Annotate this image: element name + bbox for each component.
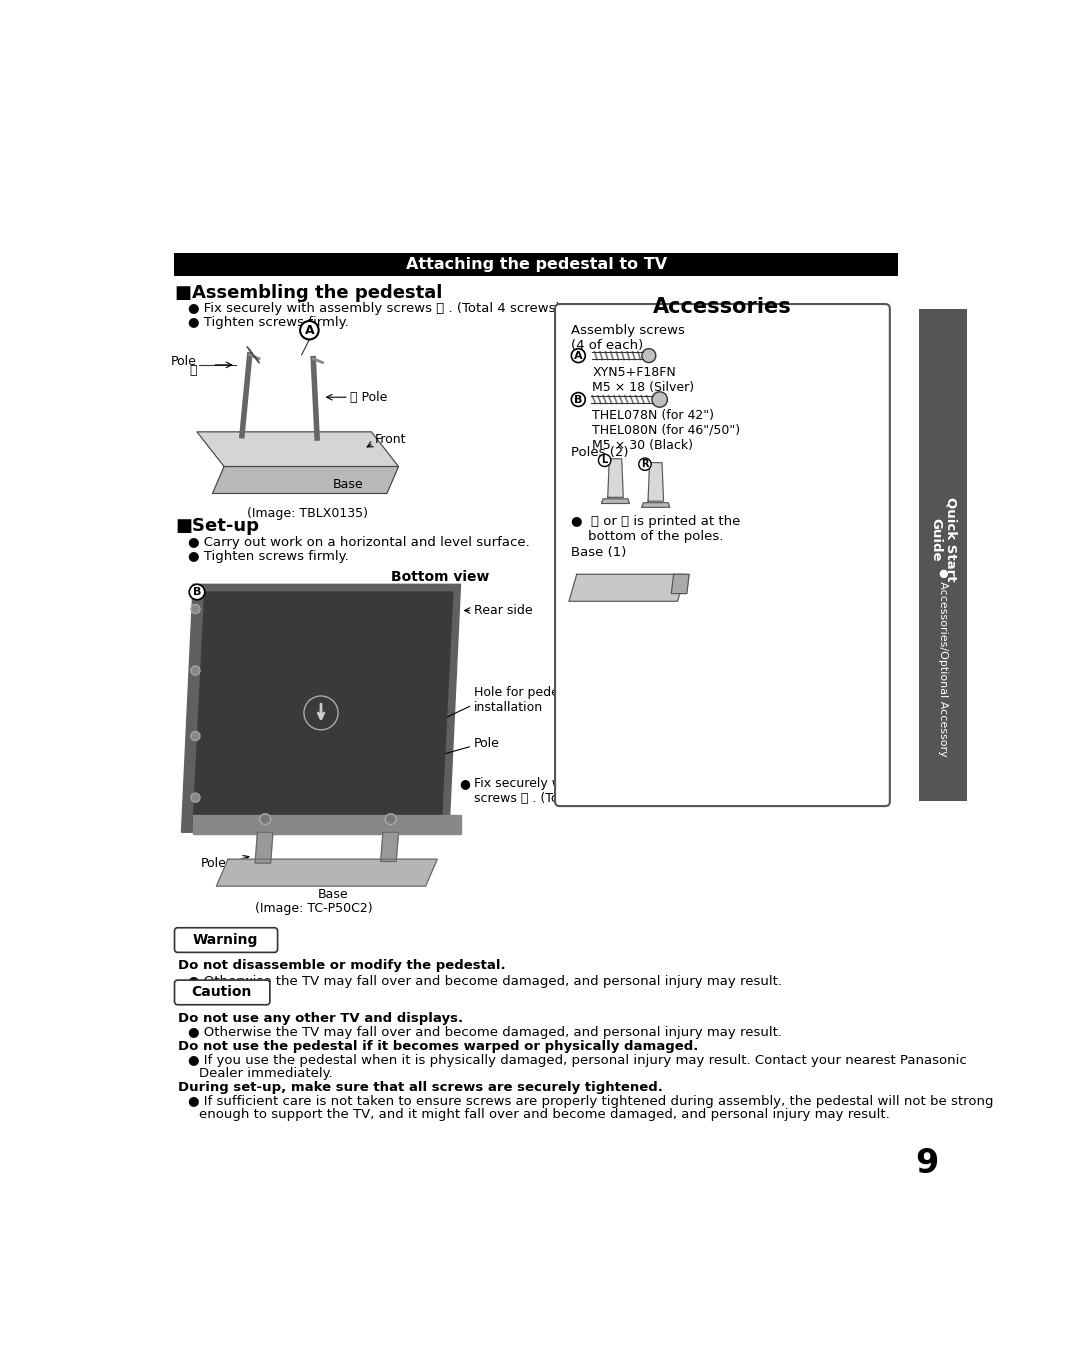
Text: Dealer immediately.: Dealer immediately. [200, 1068, 333, 1080]
Circle shape [571, 349, 585, 363]
Polygon shape [648, 463, 663, 501]
Text: Attaching the pedestal to TV: Attaching the pedestal to TV [406, 257, 667, 272]
Text: Ⓛ Pole: Ⓛ Pole [350, 391, 388, 403]
Text: A: A [305, 323, 314, 337]
Circle shape [652, 392, 667, 407]
FancyBboxPatch shape [175, 980, 270, 1005]
Circle shape [638, 459, 651, 471]
Polygon shape [380, 832, 399, 862]
Circle shape [300, 321, 319, 340]
Text: Poles (2): Poles (2) [570, 445, 629, 459]
Polygon shape [569, 574, 685, 601]
Text: ● Accessories/Optional Accessory: ● Accessories/Optional Accessory [939, 568, 948, 758]
Circle shape [191, 666, 200, 675]
FancyBboxPatch shape [174, 253, 899, 276]
Text: ● Fix securely with assembly screws Ⓐ . (Total 4 screws): ● Fix securely with assembly screws Ⓐ . … [188, 303, 561, 315]
Polygon shape [181, 584, 460, 832]
Text: ● If you use the pedestal when it is physically damaged, personal injury may res: ● If you use the pedestal when it is phy… [188, 1054, 967, 1068]
Text: THEL078N (for 42")
THEL080N (for 46"/50")
M5 × 30 (Black): THEL078N (for 42") THEL080N (for 46"/50"… [592, 409, 741, 452]
Text: ● If sufficient care is not taken to ensure screws are properly tightened during: ● If sufficient care is not taken to ens… [188, 1095, 994, 1108]
Polygon shape [602, 499, 630, 503]
Text: ● Carry out work on a horizontal and level surface.: ● Carry out work on a horizontal and lev… [188, 536, 529, 549]
FancyBboxPatch shape [555, 304, 890, 806]
Text: Pole: Pole [474, 737, 500, 750]
Text: ●  Ⓛ or Ⓡ is printed at the
    bottom of the poles.: ● Ⓛ or Ⓡ is printed at the bottom of the… [570, 515, 740, 543]
Text: (Image: TBLX0135): (Image: TBLX0135) [247, 507, 368, 521]
Text: Caution: Caution [191, 985, 252, 1000]
Text: ■Assembling the pedestal: ■Assembling the pedestal [175, 284, 443, 302]
FancyBboxPatch shape [175, 928, 278, 953]
Text: ● Tighten screws firmly.: ● Tighten screws firmly. [188, 317, 349, 329]
Text: XYN5+F18FN
M5 × 18 (Silver): XYN5+F18FN M5 × 18 (Silver) [592, 367, 694, 395]
Circle shape [260, 813, 271, 824]
Text: ● Otherwise the TV may fall over and become damaged, and personal injury may res: ● Otherwise the TV may fall over and bec… [188, 974, 782, 988]
Text: A: A [573, 350, 582, 361]
Polygon shape [197, 432, 399, 467]
Text: Do not use any other TV and displays.: Do not use any other TV and displays. [177, 1012, 462, 1024]
Text: Base: Base [318, 888, 348, 901]
Text: Front: Front [375, 433, 407, 446]
Text: B: B [193, 587, 201, 597]
Text: Warning: Warning [193, 934, 258, 947]
Circle shape [571, 392, 585, 406]
Text: R: R [642, 459, 649, 469]
Text: B: B [575, 395, 582, 405]
Text: Base (1): Base (1) [570, 545, 626, 559]
Text: L: L [602, 456, 608, 465]
Text: Do not disassemble or modify the pedestal.: Do not disassemble or modify the pedesta… [177, 959, 505, 973]
Text: During set-up, make sure that all screws are securely tightened.: During set-up, make sure that all screws… [177, 1081, 662, 1095]
FancyBboxPatch shape [919, 308, 968, 801]
Text: Pole: Pole [201, 856, 227, 870]
Text: ● Otherwise the TV may fall over and become damaged, and personal injury may res: ● Otherwise the TV may fall over and bec… [188, 1026, 782, 1039]
Text: ● Tighten screws firmly.: ● Tighten screws firmly. [188, 549, 349, 563]
Text: Assembly screws
(4 of each): Assembly screws (4 of each) [570, 325, 685, 352]
Polygon shape [608, 459, 623, 498]
Text: Base: Base [333, 478, 363, 491]
Polygon shape [193, 593, 453, 827]
Circle shape [642, 349, 656, 363]
Circle shape [386, 813, 396, 824]
Text: (Image: TC-P50C2): (Image: TC-P50C2) [255, 901, 373, 915]
Text: Ⓡ: Ⓡ [189, 364, 197, 376]
Polygon shape [642, 503, 670, 507]
Circle shape [191, 732, 200, 740]
Text: Do not use the pedestal if it becomes warped or physically damaged.: Do not use the pedestal if it becomes wa… [177, 1040, 698, 1053]
Circle shape [191, 605, 200, 613]
Text: Fix securely with assembly
screws Ⓑ . (Total 4 screws): Fix securely with assembly screws Ⓑ . (T… [474, 777, 642, 805]
Text: Arrow
mark: Arrow mark [247, 694, 283, 721]
Text: Pole: Pole [171, 354, 197, 368]
Text: Rear side: Rear side [474, 603, 532, 617]
Polygon shape [213, 467, 399, 494]
Text: Quick Start
Guide: Quick Start Guide [929, 498, 957, 582]
Text: enough to support the TV, and it might fall over and become damaged, and persona: enough to support the TV, and it might f… [200, 1108, 890, 1120]
Circle shape [598, 455, 611, 467]
Polygon shape [216, 859, 437, 886]
Text: 9: 9 [916, 1147, 939, 1180]
Polygon shape [193, 816, 460, 833]
Polygon shape [672, 574, 689, 594]
Text: ■Set-up: ■Set-up [175, 517, 259, 534]
Circle shape [189, 584, 205, 599]
Text: Bottom view: Bottom view [391, 571, 489, 584]
Polygon shape [255, 832, 273, 863]
Circle shape [191, 793, 200, 802]
Text: Hole for pedestal
installation: Hole for pedestal installation [474, 686, 581, 714]
Text: Accessories: Accessories [653, 298, 792, 317]
Text: ●: ● [460, 777, 471, 790]
